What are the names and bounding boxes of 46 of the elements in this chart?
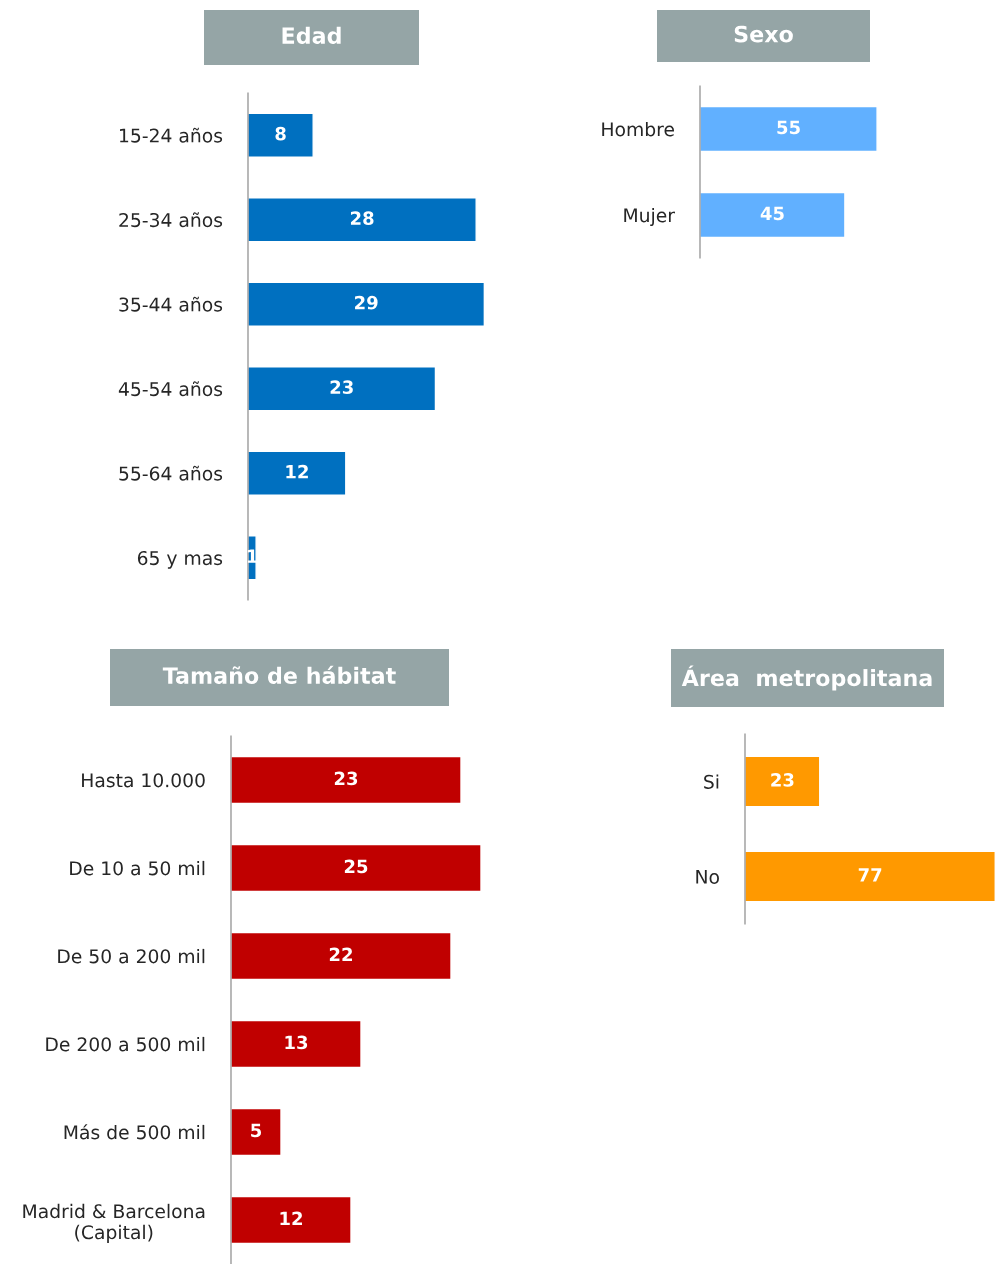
data-label: 12 bbox=[280, 1211, 302, 1225]
bar bbox=[231, 1107, 282, 1157]
chart-title: Área metropolitana bbox=[681, 665, 932, 691]
bar bbox=[248, 112, 314, 158]
data-label: 12 bbox=[286, 464, 308, 479]
bar bbox=[231, 1195, 352, 1245]
y-tick-label: 65 y mas bbox=[137, 550, 223, 569]
bar bbox=[231, 755, 462, 805]
data-label: 28 bbox=[350, 211, 374, 225]
data-label: 29 bbox=[355, 295, 378, 310]
y-tick-label: Más de 500 mil bbox=[64, 1124, 205, 1140]
y-tick-label: Hombre bbox=[602, 121, 674, 137]
data-label: 23 bbox=[334, 771, 358, 786]
data-label: 13 bbox=[285, 1035, 308, 1050]
data-label: 45 bbox=[760, 206, 784, 221]
data-label: 8 bbox=[275, 126, 286, 141]
data-label: 22 bbox=[329, 947, 352, 961]
bar bbox=[248, 197, 477, 243]
y-tick-label: 15-24 años bbox=[120, 127, 223, 143]
y-tick-label: 55-64 años bbox=[119, 465, 223, 481]
y-tick-label: De 200 a 500 mil bbox=[46, 1036, 205, 1052]
data-label: 23 bbox=[330, 380, 353, 394]
y-tick-label: Hasta 10.000 bbox=[82, 773, 205, 788]
bar bbox=[248, 281, 486, 327]
bar bbox=[231, 931, 452, 981]
y-tick-label: 35-44 años bbox=[119, 296, 223, 312]
chart-title: Edad bbox=[282, 26, 341, 44]
data-label: 25 bbox=[344, 859, 368, 874]
y-tick-label: Madrid & Barcelona (Capital) bbox=[23, 1203, 205, 1243]
chart-title: Sexo bbox=[734, 25, 793, 43]
y-tick-label: De 50 a 200 mil bbox=[58, 948, 205, 964]
y-tick-label: De 10 a 50 mil bbox=[70, 860, 205, 876]
data-label: 77 bbox=[858, 868, 882, 882]
data-label: 55 bbox=[777, 120, 800, 135]
bar bbox=[231, 843, 482, 893]
y-tick-label: No bbox=[696, 869, 719, 884]
y-tick-label: Si bbox=[704, 774, 719, 789]
bar bbox=[248, 450, 347, 496]
data-label: 5 bbox=[251, 1123, 262, 1138]
bar bbox=[231, 1019, 362, 1069]
y-tick-label: Mujer bbox=[624, 207, 675, 227]
chart-title: Tamaño de hábitat bbox=[162, 665, 396, 684]
y-tick-label: 45-54 años bbox=[118, 381, 223, 397]
data-label: 23 bbox=[771, 773, 794, 787]
y-tick-label: 25-34 años bbox=[119, 212, 223, 228]
bar bbox=[248, 366, 437, 412]
